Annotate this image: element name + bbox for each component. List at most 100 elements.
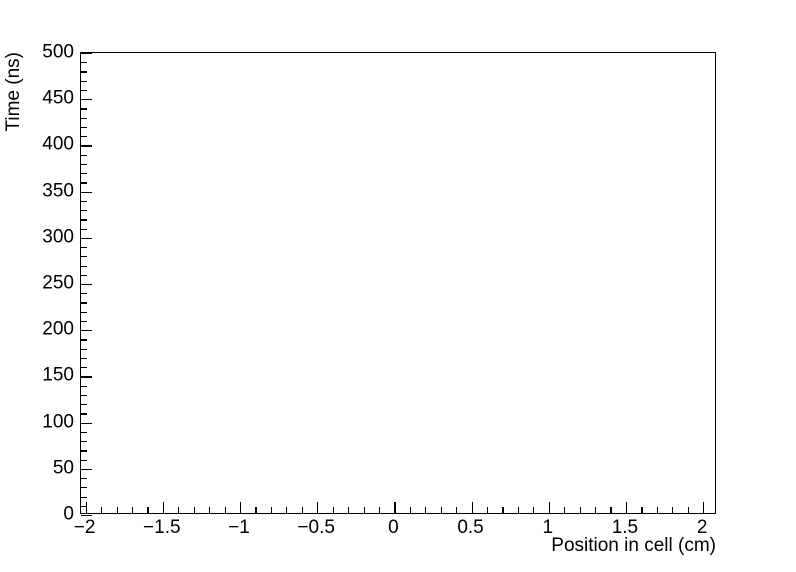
y-axis-minor-tick [81, 311, 87, 313]
x-axis-minor-tick [641, 507, 643, 513]
x-axis-minor-tick [193, 507, 195, 513]
x-axis-minor-tick [440, 507, 442, 513]
x-axis-minor-tick [502, 507, 504, 513]
x-axis-minor-tick [456, 507, 458, 513]
y-axis-minor-tick [81, 357, 87, 360]
y-axis-minor-tick [81, 367, 87, 369]
y-axis-minor-tick [81, 154, 87, 156]
y-axis-major-tick [81, 145, 92, 147]
y-axis-tick-label: 100 [42, 411, 74, 433]
y-axis-minor-tick [81, 505, 87, 507]
y-axis-minor-tick [81, 302, 87, 304]
x-axis-minor-tick [348, 507, 350, 513]
x-axis-minor-tick [209, 507, 211, 513]
x-axis-minor-tick [332, 507, 334, 513]
plot-area [81, 53, 715, 517]
y-axis-minor-tick [81, 404, 87, 406]
x-axis-minor-tick [533, 507, 535, 513]
x-axis-minor-tick [687, 507, 689, 513]
y-axis-minor-tick [81, 163, 87, 166]
x-axis-tick-label: −1.5 [143, 517, 181, 538]
x-axis-minor-tick [178, 507, 180, 513]
y-axis-minor-tick [81, 487, 87, 489]
y-axis-major-tick [81, 191, 92, 193]
x-axis-tick-label: 0 [388, 517, 399, 538]
y-axis-major-tick [81, 422, 92, 424]
x-axis-minor-tick [595, 507, 597, 513]
y-axis-minor-tick [81, 459, 87, 461]
x-axis-minor-tick [131, 507, 134, 513]
y-axis-major-tick [81, 330, 92, 332]
y-axis-minor-tick [81, 274, 87, 276]
y-axis-minor-tick [81, 339, 87, 341]
x-axis-tick-label: −1 [228, 517, 250, 538]
x-axis-minor-tick [610, 507, 612, 513]
y-axis-minor-tick [81, 80, 87, 82]
y-axis-minor-tick [81, 431, 87, 434]
x-axis-major-tick [625, 502, 628, 513]
y-axis-tick-label: 500 [42, 41, 74, 63]
x-axis-minor-tick [579, 507, 581, 513]
y-axis-tick-label: 350 [42, 180, 74, 202]
y-axis-minor-tick [81, 394, 87, 397]
y-axis-major-tick [81, 99, 92, 101]
y-axis-minor-tick [81, 136, 87, 138]
y-axis-major-tick [81, 376, 92, 378]
y-axis-minor-tick [81, 385, 87, 387]
y-axis-tick-label: 400 [42, 133, 74, 155]
x-axis-minor-tick [255, 507, 257, 513]
y-axis-minor-tick [81, 441, 87, 443]
y-axis-minor-tick [81, 256, 87, 258]
y-axis-tick-label: 200 [42, 318, 74, 340]
y-axis-tick-label: 250 [42, 272, 74, 294]
x-axis-major-tick [703, 502, 705, 513]
x-axis-minor-tick [363, 507, 365, 513]
y-axis-major-tick [81, 284, 92, 286]
y-axis-tick-label: 300 [42, 226, 74, 248]
x-axis-tick-label: −0.5 [297, 517, 335, 538]
y-axis-minor-tick [81, 247, 87, 249]
y-axis-minor-tick [81, 200, 87, 203]
y-axis-major-tick [81, 237, 92, 239]
y-axis-minor-tick [81, 71, 87, 73]
y-axis-minor-tick [81, 348, 87, 350]
y-axis-minor-tick [81, 126, 87, 129]
y-axis-minor-tick [81, 89, 87, 92]
x-axis-minor-tick [486, 507, 489, 513]
y-axis-tick-label: 50 [52, 457, 74, 479]
x-axis-tick-label: 0.5 [457, 517, 484, 538]
x-axis-major-tick [394, 502, 396, 513]
x-axis-minor-tick [564, 507, 566, 513]
y-axis-minor-tick [81, 228, 87, 230]
x-axis-minor-tick [656, 507, 658, 513]
y-axis-title-container: Time (ns) [0, 0, 30, 160]
y-axis-tick-label: 0 [63, 503, 74, 525]
x-axis-minor-tick [147, 507, 149, 513]
x-axis-title: Position in cell (cm) [551, 535, 716, 556]
x-axis-major-tick [162, 502, 164, 513]
y-axis-minor-tick [81, 413, 87, 415]
x-axis-minor-tick [270, 507, 273, 513]
y-axis-title: Time (ns) [3, 52, 24, 132]
y-axis-minor-tick [81, 117, 87, 119]
x-axis-major-tick [240, 502, 242, 513]
x-axis-tick-label: 1 [542, 517, 554, 538]
x-axis-minor-tick [301, 507, 303, 513]
x-axis-minor-tick [116, 507, 118, 513]
y-axis-minor-tick [81, 182, 87, 184]
plot-frame [80, 52, 716, 517]
x-axis-minor-tick [425, 507, 427, 513]
y-axis-minor-tick [81, 210, 87, 212]
y-axis-minor-tick [81, 173, 87, 175]
x-axis-minor-tick [378, 507, 381, 513]
y-axis-minor-tick [81, 219, 87, 221]
x-axis-minor-tick [517, 507, 520, 513]
y-axis-tick-label: 150 [42, 364, 74, 386]
x-axis-minor-tick [224, 507, 226, 513]
y-axis-tick-label: 450 [42, 87, 74, 109]
x-axis-major-tick [548, 502, 550, 513]
x-axis-tick-label: 1.5 [611, 517, 639, 538]
x-axis-minor-tick [101, 507, 103, 513]
x-axis-minor-tick [672, 507, 674, 513]
